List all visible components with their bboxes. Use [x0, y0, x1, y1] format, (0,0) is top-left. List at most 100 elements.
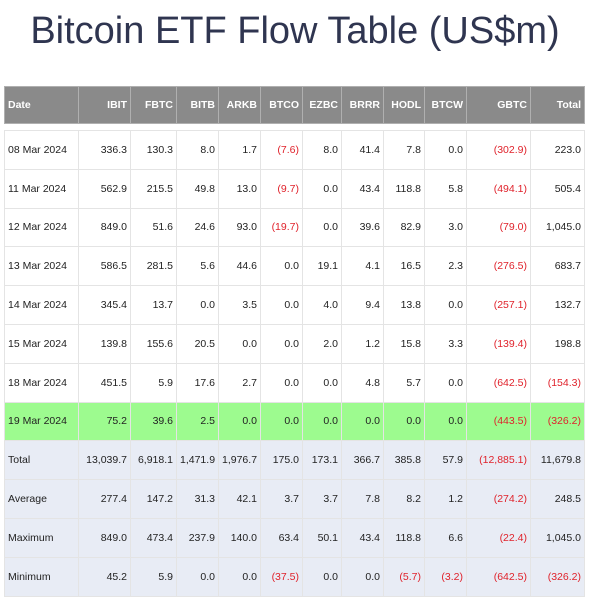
table-cell: 3.5 [218, 285, 261, 325]
table-cell: 0.0 [383, 401, 425, 442]
stat-row: Total 13,039.7 6,918.1 1,471.9 1,976.7 175.0 1… [4, 440, 585, 481]
table-cell: 0.0 [302, 401, 342, 442]
table-cell: 17.6 [176, 362, 219, 403]
row-label: Maximum [4, 517, 79, 558]
table-cell: 505.4 [530, 168, 585, 209]
row-label: 11 Mar 2024 [4, 168, 79, 209]
table-cell: 4.8 [341, 362, 384, 403]
stat-row: Minimum 45.2 5.9 0.0 0.0 (37.5) 0.0 0.0 (5.7) (3.… [4, 556, 585, 597]
table-cell: 473.4 [130, 517, 177, 558]
table-cell: 849.0 [78, 207, 131, 248]
etf-flow-table: Date IBIT FBTC BITB ARKB BTCO EZBC BRRR HODL BTCW… [4, 86, 585, 597]
table-cell: 45.2 [78, 556, 131, 597]
table-row: 18 Mar 2024 451.5 5.9 17.6 2.7 0.0 0.0 4.8 5.7 0.… [4, 362, 585, 403]
table-cell: 11,679.8 [530, 440, 585, 481]
table-cell: (9.7) [260, 168, 303, 209]
table-cell: 0.0 [176, 285, 219, 325]
row-label: 14 Mar 2024 [4, 285, 79, 325]
table-cell: (326.2) [530, 556, 585, 597]
table-cell: (12,885.1) [466, 440, 531, 481]
column-header-btcw: BTCW [424, 86, 467, 124]
table-cell: 8.2 [383, 479, 425, 519]
table-cell: 0.0 [218, 556, 261, 597]
column-header-total: Total [530, 86, 585, 124]
table-cell: 0.0 [424, 401, 467, 442]
table-cell: 93.0 [218, 207, 261, 248]
table-cell: 2.0 [302, 323, 342, 364]
table-cell: 8.0 [302, 130, 342, 170]
table-cell: 366.7 [341, 440, 384, 481]
table-cell: 51.6 [130, 207, 177, 248]
table-cell: 5.7 [383, 362, 425, 403]
table-cell: 2.5 [176, 401, 219, 442]
table-cell: (7.6) [260, 130, 303, 170]
table-cell: 118.8 [383, 168, 425, 209]
table-cell: (642.5) [466, 362, 531, 403]
table-cell: 3.0 [424, 207, 467, 248]
table-cell: 248.5 [530, 479, 585, 519]
column-header-ibit: IBIT [78, 86, 131, 124]
table-cell: 451.5 [78, 362, 131, 403]
table-cell: 9.4 [341, 285, 384, 325]
table-cell: 43.4 [341, 168, 384, 209]
table-cell: 6,918.1 [130, 440, 177, 481]
table-cell: 118.8 [383, 517, 425, 558]
table-row: 12 Mar 2024 849.0 51.6 24.6 93.0 (19.7) 0.0 39.… [4, 207, 585, 248]
table-cell: 0.0 [302, 362, 342, 403]
row-label: Average [4, 479, 79, 519]
row-label: 12 Mar 2024 [4, 207, 79, 248]
table-cell: (19.7) [260, 207, 303, 248]
table-cell: 39.6 [341, 207, 384, 248]
column-header-fbtc: FBTC [130, 86, 177, 124]
table-cell: 0.0 [260, 285, 303, 325]
table-cell: (443.5) [466, 401, 531, 442]
row-label: 13 Mar 2024 [4, 246, 79, 287]
table-cell: 31.3 [176, 479, 219, 519]
table-cell: 5.9 [130, 556, 177, 597]
table-cell: 39.6 [130, 401, 177, 442]
table-cell: 44.6 [218, 246, 261, 287]
spacer-row [4, 123, 585, 131]
column-header-arkb: ARKB [218, 86, 261, 124]
table-cell: 0.0 [302, 207, 342, 248]
table-cell: 139.8 [78, 323, 131, 364]
table-cell: 0.0 [424, 130, 467, 170]
table-cell: 562.9 [78, 168, 131, 209]
column-header-ezbc: EZBC [302, 86, 342, 124]
table-cell: (5.7) [383, 556, 425, 597]
table-cell: 173.1 [302, 440, 342, 481]
table-cell: (326.2) [530, 401, 585, 442]
table-cell: 19.1 [302, 246, 342, 287]
table-row: 08 Mar 2024 336.3 130.3 8.0 1.7 (7.6) 8.0 41.4 7… [4, 130, 585, 170]
table-cell: 1,471.9 [176, 440, 219, 481]
table-cell: 0.0 [424, 285, 467, 325]
table-cell: 2.7 [218, 362, 261, 403]
table-cell: 0.0 [260, 362, 303, 403]
table-cell: (494.1) [466, 168, 531, 209]
table-cell: 63.4 [260, 517, 303, 558]
table-cell: 50.1 [302, 517, 342, 558]
row-label: 19 Mar 2024 [4, 401, 79, 442]
column-header-hodl: HODL [383, 86, 425, 124]
row-label: Minimum [4, 556, 79, 597]
table-cell: 7.8 [341, 479, 384, 519]
table-cell: 16.5 [383, 246, 425, 287]
table-cell: 0.0 [302, 556, 342, 597]
table-row: 13 Mar 2024 586.5 281.5 5.6 44.6 0.0 19.1 4.1 16… [4, 246, 585, 287]
table-cell: 4.0 [302, 285, 342, 325]
table-cell: 0.0 [260, 323, 303, 364]
table-cell: 281.5 [130, 246, 177, 287]
table-cell: 223.0 [530, 130, 585, 170]
table-cell: (3.2) [424, 556, 467, 597]
table-cell: 5.9 [130, 362, 177, 403]
table-cell: 3.7 [302, 479, 342, 519]
page-title: Bitcoin ETF Flow Table (US$m) [30, 10, 560, 52]
table-cell: 5.8 [424, 168, 467, 209]
table-cell: 385.8 [383, 440, 425, 481]
table-row: 14 Mar 2024 345.4 13.7 0.0 3.5 0.0 4.0 9.4 13.8 0… [4, 285, 585, 325]
table-cell: 140.0 [218, 517, 261, 558]
table-cell: 130.3 [130, 130, 177, 170]
table-cell: 0.0 [260, 401, 303, 442]
table-cell: (302.9) [466, 130, 531, 170]
table-cell: 3.3 [424, 323, 467, 364]
